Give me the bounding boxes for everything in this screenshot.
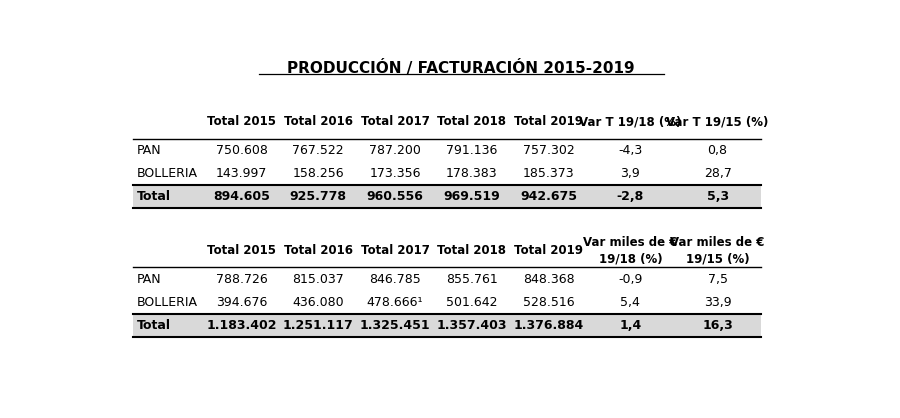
Text: PAN: PAN	[137, 144, 161, 157]
Text: 5,3: 5,3	[706, 190, 729, 203]
Text: 7,5: 7,5	[707, 273, 727, 285]
Text: 1.251.117: 1.251.117	[283, 319, 354, 332]
Text: 436.080: 436.080	[292, 296, 344, 308]
Text: Var T 19/18 (%): Var T 19/18 (%)	[580, 115, 681, 128]
Text: 394.676: 394.676	[216, 296, 267, 308]
Text: Total 2017: Total 2017	[361, 244, 429, 257]
Text: 1.376.884: 1.376.884	[513, 319, 583, 332]
Text: Total: Total	[137, 190, 171, 203]
Text: -2,8: -2,8	[616, 190, 644, 203]
Text: 767.522: 767.522	[292, 144, 344, 157]
Text: 1.325.451: 1.325.451	[360, 319, 430, 332]
Text: -0,9: -0,9	[618, 273, 643, 285]
Text: 757.302: 757.302	[523, 144, 574, 157]
Text: 3,9: 3,9	[620, 167, 640, 180]
Text: 969.519: 969.519	[444, 190, 500, 203]
Text: 787.200: 787.200	[369, 144, 421, 157]
FancyBboxPatch shape	[133, 314, 761, 337]
Text: 528.516: 528.516	[523, 296, 574, 308]
Text: -4,3: -4,3	[618, 144, 643, 157]
Text: PAN: PAN	[137, 273, 161, 285]
Text: Total 2016: Total 2016	[284, 115, 353, 128]
Text: 28,7: 28,7	[704, 167, 732, 180]
Text: 791.136: 791.136	[446, 144, 498, 157]
Text: BOLLERIA: BOLLERIA	[137, 167, 198, 180]
Text: 750.608: 750.608	[216, 144, 267, 157]
Text: 925.778: 925.778	[290, 190, 346, 203]
Text: Total 2019: Total 2019	[514, 115, 583, 128]
Text: 501.642: 501.642	[446, 296, 498, 308]
Text: 143.997: 143.997	[216, 167, 267, 180]
Text: 33,9: 33,9	[704, 296, 732, 308]
Text: Total 2016: Total 2016	[284, 244, 353, 257]
Text: Total 2018: Total 2018	[437, 115, 506, 128]
Text: 942.675: 942.675	[520, 190, 577, 203]
Text: 960.556: 960.556	[366, 190, 423, 203]
Text: Total 2015: Total 2015	[207, 244, 276, 257]
Text: 1.183.402: 1.183.402	[206, 319, 277, 332]
FancyBboxPatch shape	[133, 185, 761, 208]
Text: 158.256: 158.256	[292, 167, 344, 180]
Text: 173.356: 173.356	[369, 167, 420, 180]
Text: Total 2019: Total 2019	[514, 244, 583, 257]
Text: 178.383: 178.383	[446, 167, 498, 180]
Text: BOLLERIA: BOLLERIA	[137, 296, 198, 308]
Text: Total 2015: Total 2015	[207, 115, 276, 128]
Text: Total 2018: Total 2018	[437, 244, 506, 257]
Text: 16,3: 16,3	[702, 319, 733, 332]
Text: 788.726: 788.726	[216, 273, 267, 285]
Text: 846.785: 846.785	[369, 273, 421, 285]
Text: 478.666¹: 478.666¹	[366, 296, 423, 308]
Text: Total 2017: Total 2017	[361, 115, 429, 128]
Text: 0,8: 0,8	[707, 144, 727, 157]
Text: 185.373: 185.373	[523, 167, 574, 180]
Text: Var T 19/15 (%): Var T 19/15 (%)	[666, 115, 769, 128]
Text: 894.605: 894.605	[213, 190, 270, 203]
Text: Var miles de €
19/18 (%): Var miles de € 19/18 (%)	[583, 236, 678, 265]
Text: 1,4: 1,4	[619, 319, 642, 332]
Text: Var miles de €
19/15 (%): Var miles de € 19/15 (%)	[670, 236, 765, 265]
Text: Total: Total	[137, 319, 171, 332]
Text: 5,4: 5,4	[620, 296, 640, 308]
Text: PRODUCCIÓN / FACTURACIÓN 2015-2019: PRODUCCIÓN / FACTURACIÓN 2015-2019	[287, 60, 635, 76]
Text: 815.037: 815.037	[292, 273, 344, 285]
Text: 855.761: 855.761	[446, 273, 498, 285]
Text: 848.368: 848.368	[523, 273, 574, 285]
Text: 1.357.403: 1.357.403	[436, 319, 507, 332]
